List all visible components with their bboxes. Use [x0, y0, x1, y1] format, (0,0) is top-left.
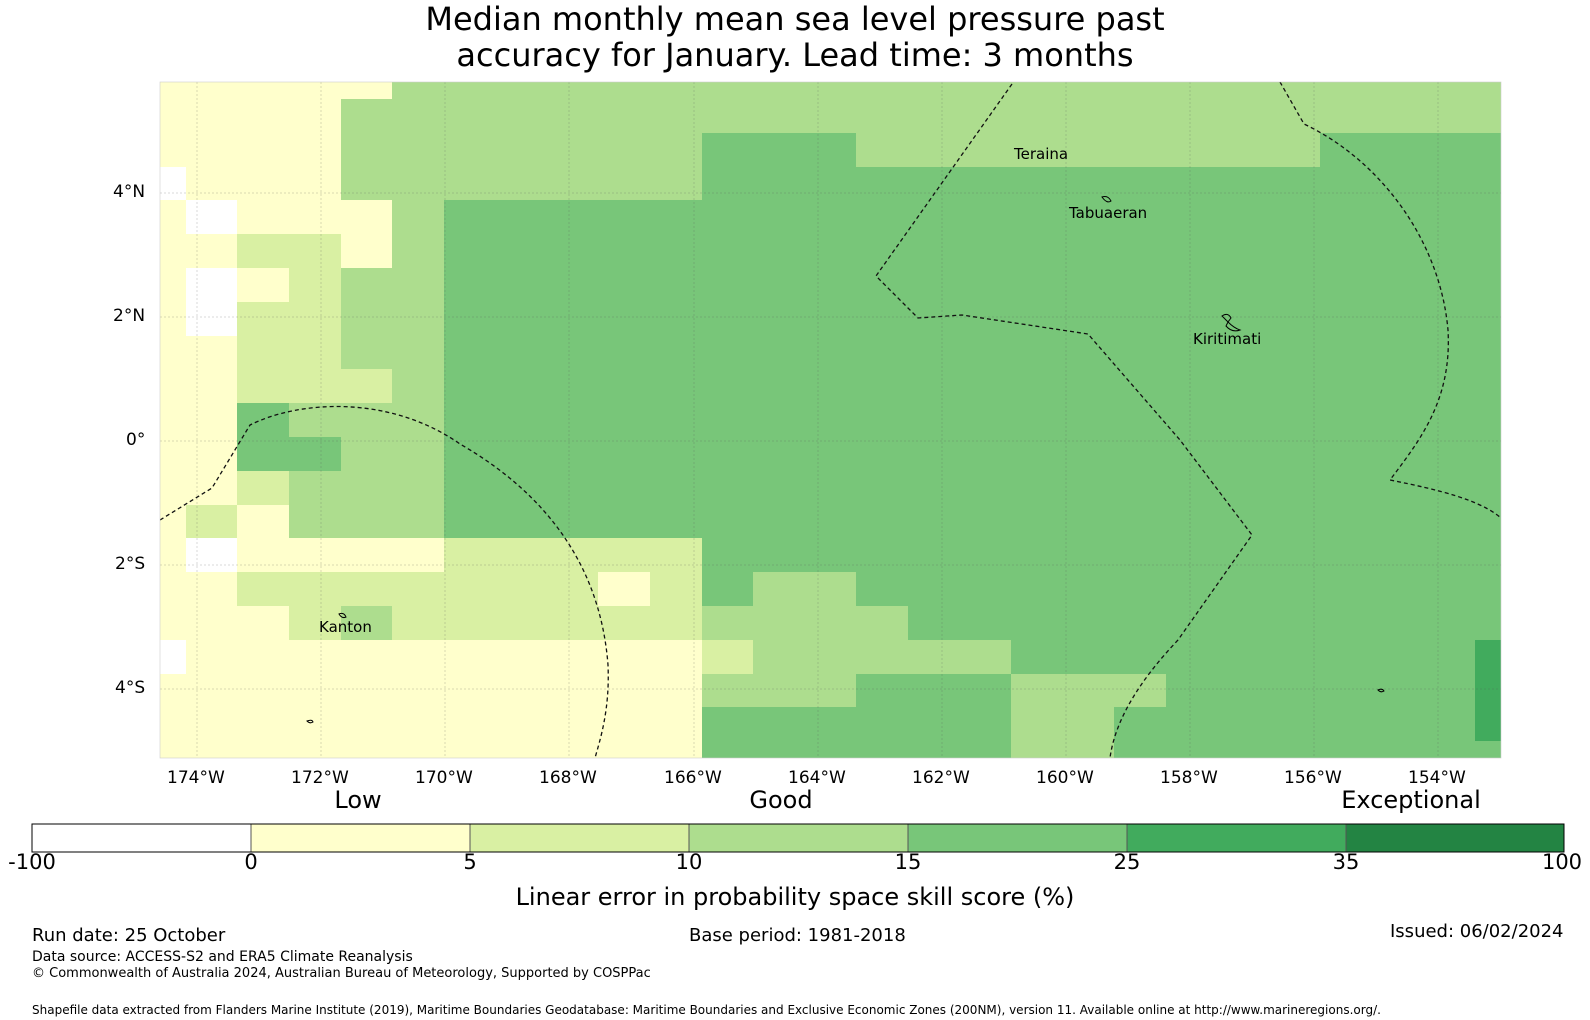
- shapefile-credit: Shapefile data extracted from Flanders M…: [32, 1003, 1381, 1017]
- skill-cell: [237, 234, 341, 268]
- lon-label: 154°W: [1408, 768, 1466, 788]
- skill-cell: [392, 437, 444, 538]
- place-label-tabuaeran: Tabuaeran: [1069, 204, 1148, 222]
- colorbar-tick: -100: [8, 850, 56, 874]
- colorbar-tick: 0: [244, 850, 258, 874]
- skill-cell: [237, 471, 289, 505]
- colorbar-category-low: Low: [334, 786, 382, 814]
- skill-cell: [160, 640, 186, 674]
- skill-cell: [856, 606, 908, 674]
- skill-cell: [908, 640, 1011, 674]
- lon-label: 170°W: [415, 768, 473, 788]
- lat-label: 2°S: [115, 554, 146, 574]
- kiritimati-island: [1221, 313, 1242, 332]
- skill-cell: [186, 505, 237, 538]
- skill-cell: [341, 82, 392, 99]
- place-label-kiritimati: Kiritimati: [1193, 330, 1262, 348]
- colorbar-category-good: Good: [749, 786, 813, 814]
- skill-cell: [444, 538, 702, 572]
- skill-cell: [237, 538, 392, 572]
- skill-cell: [1011, 707, 1114, 758]
- skill-cell: [341, 200, 392, 268]
- small-island: [306, 719, 314, 724]
- skill-cell: [392, 538, 444, 572]
- skill-cell: [444, 707, 598, 758]
- lon-label: 156°W: [1284, 768, 1342, 788]
- colorbar: [31, 823, 1565, 853]
- colorbar-segment-15-25: [908, 824, 1127, 852]
- skill-score-grid: [160, 82, 1501, 758]
- lon-label: 162°W: [912, 768, 970, 788]
- lat-label: 4°S: [115, 678, 146, 698]
- data-source: Data source: ACCESS-S2 and ERA5 Climate …: [32, 949, 413, 965]
- map-title-line2: accuracy for January. Lead time: 3 month…: [456, 36, 1134, 74]
- tabuaeran-island: [1101, 196, 1112, 203]
- lon-label: 158°W: [1160, 768, 1218, 788]
- skill-cell: [237, 437, 289, 471]
- copyright: © Commonwealth of Australia 2024, Austra…: [32, 966, 651, 981]
- colorbar-tick: 10: [675, 850, 703, 874]
- colorbar-segment-25-35: [1127, 824, 1346, 852]
- skill-cell: [753, 572, 856, 606]
- skill-cell: [237, 572, 392, 606]
- lat-label: 0°: [126, 430, 146, 450]
- skill-cell: [1475, 640, 1501, 741]
- skill-cell: [186, 200, 237, 234]
- skill-cell: [186, 538, 237, 572]
- map-frame: [159, 81, 1502, 759]
- island-outlines: [306, 196, 1385, 724]
- lon-label: 160°W: [1036, 768, 1094, 788]
- colorbar-label: Linear error in probability space skill …: [515, 883, 1075, 911]
- run-date: Run date: 25 October: [32, 925, 226, 946]
- skill-cell: [392, 606, 702, 640]
- skill-cell: [289, 437, 341, 471]
- colorbar-tick: 5: [463, 850, 477, 874]
- base-period: Base period: 1981-2018: [689, 925, 906, 946]
- eez-boundaries: [160, 82, 1501, 758]
- colorbar-tick: 15: [894, 850, 922, 874]
- lon-label: 174°W: [167, 768, 225, 788]
- skill-cell: [598, 572, 650, 606]
- skill-cell: [237, 369, 392, 403]
- kanton-island: [338, 612, 347, 619]
- lon-label: 164°W: [788, 768, 846, 788]
- skill-cell: [1011, 674, 1166, 707]
- lat-label: 4°N: [113, 182, 146, 202]
- skill-cell: [160, 167, 186, 200]
- graticule: [160, 82, 1501, 758]
- skill-cell: [237, 302, 341, 369]
- lon-label: 172°W: [291, 768, 349, 788]
- map-title-line1: Median monthly mean sea level pressure p…: [425, 0, 1165, 38]
- issued-date: Issued: 06/02/2024: [1390, 921, 1564, 942]
- lon-label: 168°W: [539, 768, 597, 788]
- small-island: [1377, 688, 1385, 693]
- colorbar-segment-35-100: [1346, 824, 1564, 852]
- skill-cell: [289, 606, 341, 640]
- skill-cell: [186, 268, 237, 336]
- colorbar-tick: 25: [1113, 850, 1141, 874]
- skill-cell: [289, 471, 392, 538]
- colorbar-segment-white: [32, 824, 251, 852]
- colorbar-segment-0-5: [251, 824, 470, 852]
- place-label-teraina: Teraina: [1014, 145, 1069, 163]
- lon-label: 166°W: [664, 768, 722, 788]
- colorbar-tick: 100: [1541, 850, 1583, 874]
- lat-label: 2°N: [113, 306, 146, 326]
- colorbar-segment-10-15: [689, 824, 908, 852]
- colorbar-tick: 35: [1332, 850, 1360, 874]
- colorbar-category-exceptional: Exceptional: [1341, 786, 1481, 814]
- skill-cell: [289, 268, 341, 302]
- colorbar-segment-5-10: [470, 824, 689, 852]
- skill-cell: [702, 640, 753, 674]
- skill-cell: [959, 82, 1320, 167]
- skill-cell: [237, 403, 289, 437]
- place-label-kanton: Kanton: [319, 618, 372, 636]
